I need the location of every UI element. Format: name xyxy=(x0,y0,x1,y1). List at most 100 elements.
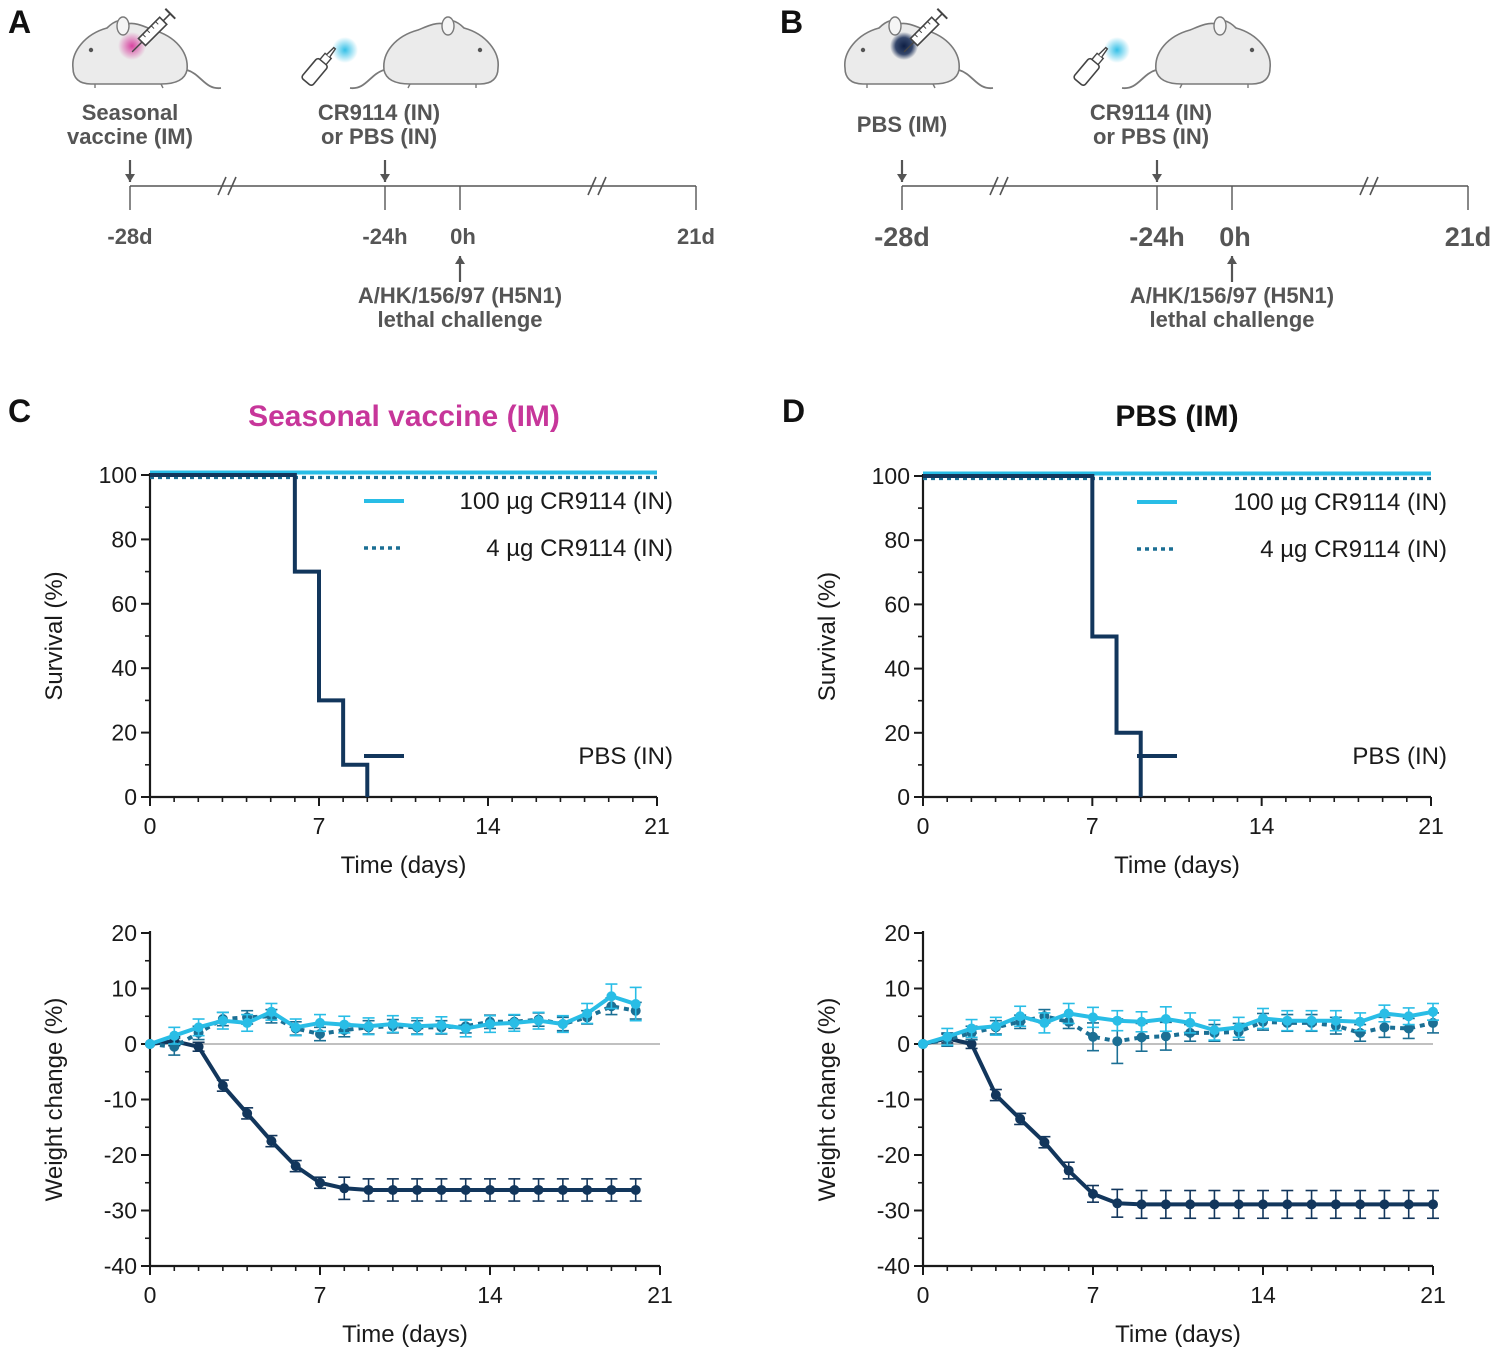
challenge-label: A/HK/156/97 (H5N1) xyxy=(1130,283,1334,308)
x-tick-label: 0 xyxy=(917,1282,930,1308)
y-axis-title: Survival (%) xyxy=(814,572,841,701)
mouse-icon xyxy=(1121,16,1271,89)
series-100ug xyxy=(918,1002,1439,1049)
y-tick-label: -20 xyxy=(877,1142,910,1168)
data-point xyxy=(1233,1022,1244,1033)
data-point xyxy=(412,1021,423,1032)
x-tick-label: 21 xyxy=(1420,1282,1446,1308)
data-point xyxy=(1160,1199,1171,1210)
data-point xyxy=(1233,1199,1244,1210)
data-point xyxy=(1403,1011,1414,1022)
survival-chart-c: 0 20 40 60 80 100 0 7 14 21 Time (days) Survival (%… xyxy=(41,462,673,879)
data-point xyxy=(1355,1016,1366,1027)
syringe-icon xyxy=(131,8,176,53)
series-100ug xyxy=(145,983,642,1049)
data-point xyxy=(1330,1199,1341,1210)
data-point xyxy=(630,1184,641,1195)
data-point xyxy=(557,1184,568,1195)
x-tick-label: 14 xyxy=(1250,1282,1276,1308)
y-tick-label: 20 xyxy=(111,920,137,946)
y-tick-label: 10 xyxy=(111,976,137,1002)
data-point xyxy=(412,1184,423,1195)
data-point xyxy=(1355,1199,1366,1210)
x-tick-label: 21 xyxy=(644,813,670,839)
challenge-label: lethal challenge xyxy=(1149,307,1314,332)
y-tick-label: -40 xyxy=(104,1253,137,1279)
nasal-spray-icon xyxy=(301,46,337,86)
y-tick-label: 40 xyxy=(111,655,137,681)
data-point xyxy=(1306,1199,1317,1210)
data-point xyxy=(1379,1199,1390,1210)
data-point xyxy=(387,1019,398,1030)
data-point xyxy=(1063,1008,1074,1019)
challenge-label: lethal challenge xyxy=(377,307,542,332)
data-point xyxy=(193,1041,204,1052)
data-point xyxy=(1112,1015,1123,1026)
timeline-tick-label: 21d xyxy=(677,224,715,249)
data-point xyxy=(918,1039,928,1049)
x-axis-title: Time (days) xyxy=(1114,852,1240,879)
y-axis-title: Weight change (%) xyxy=(814,998,841,1202)
data-point xyxy=(1063,1165,1074,1176)
data-point xyxy=(606,991,617,1002)
data-point xyxy=(460,1184,471,1195)
arrow-first-treatment xyxy=(897,160,907,182)
legend-label: 100 µg CR9114 (IN) xyxy=(1234,489,1447,516)
y-tick-label: 40 xyxy=(884,656,910,682)
data-point xyxy=(557,1019,568,1030)
data-point xyxy=(145,1039,155,1049)
data-point xyxy=(1039,1017,1050,1028)
data-point xyxy=(290,1022,301,1033)
x-tick-label: 21 xyxy=(647,1282,673,1308)
survival-chart-title-d: PBS (IM) xyxy=(1115,400,1238,433)
data-point xyxy=(242,1017,253,1028)
y-tick-label: 0 xyxy=(897,1031,910,1057)
data-point xyxy=(533,1015,544,1026)
nasal-spray-icon xyxy=(1073,46,1109,86)
panel-label-a: A xyxy=(8,4,31,40)
data-point xyxy=(1112,1198,1123,1209)
data-point xyxy=(387,1184,398,1195)
data-point xyxy=(1258,1199,1268,1210)
y-tick-label: 60 xyxy=(111,591,137,617)
data-point xyxy=(460,1023,471,1034)
y-tick-label: 60 xyxy=(884,591,910,617)
data-point xyxy=(339,1183,350,1194)
data-point xyxy=(966,1039,977,1049)
y-tick-label: -10 xyxy=(104,1087,137,1113)
data-point xyxy=(436,1020,447,1031)
y-tick-label: 0 xyxy=(124,784,137,810)
data-point xyxy=(217,1080,228,1091)
y-tick-label: -30 xyxy=(104,1198,137,1224)
timeline-tick-label: -24h xyxy=(362,224,407,249)
data-point xyxy=(1185,1199,1196,1210)
timeline-panel-b: PBS (IM) CR9114 (IN)or PBS (IN) -28d -24h 0h… xyxy=(844,8,1491,332)
data-point xyxy=(242,1108,253,1119)
timeline-tick-label: -24h xyxy=(1129,222,1185,252)
series-line xyxy=(922,1014,1434,1046)
y-tick-label: 0 xyxy=(897,784,910,810)
weight-chart-c: -40 -30 -20 -10 0 10 20 0 7 14 21 Time (days) Weight… xyxy=(41,920,673,1348)
second-treatment-label: CR9114 (IN) xyxy=(1090,100,1212,125)
nasal-site-glow xyxy=(1104,37,1130,63)
data-point xyxy=(1428,1006,1438,1017)
data-point xyxy=(266,1006,277,1017)
data-point xyxy=(582,1008,593,1019)
mouse-icon xyxy=(72,16,222,89)
survival-chart-title-c: Seasonal vaccine (IM) xyxy=(248,400,560,433)
data-point xyxy=(966,1023,977,1034)
survival-chart-d: 0 20 40 60 80 100 0 7 14 21 Time (days) Survival (%… xyxy=(814,463,1447,879)
data-point xyxy=(1136,1199,1147,1210)
timeline-tick-label: -28d xyxy=(874,222,930,252)
data-point xyxy=(1428,1199,1438,1210)
y-tick-label: -30 xyxy=(877,1198,910,1224)
series-line xyxy=(922,1036,1433,1207)
data-point xyxy=(339,1019,350,1030)
y-tick-label: -10 xyxy=(877,1087,910,1113)
data-point xyxy=(630,999,641,1010)
legend-label: 4 µg CR9114 (IN) xyxy=(486,535,673,562)
data-point xyxy=(942,1031,953,1042)
data-point xyxy=(1379,1022,1390,1033)
legend-label: 4 µg CR9114 (IN) xyxy=(1260,536,1447,563)
